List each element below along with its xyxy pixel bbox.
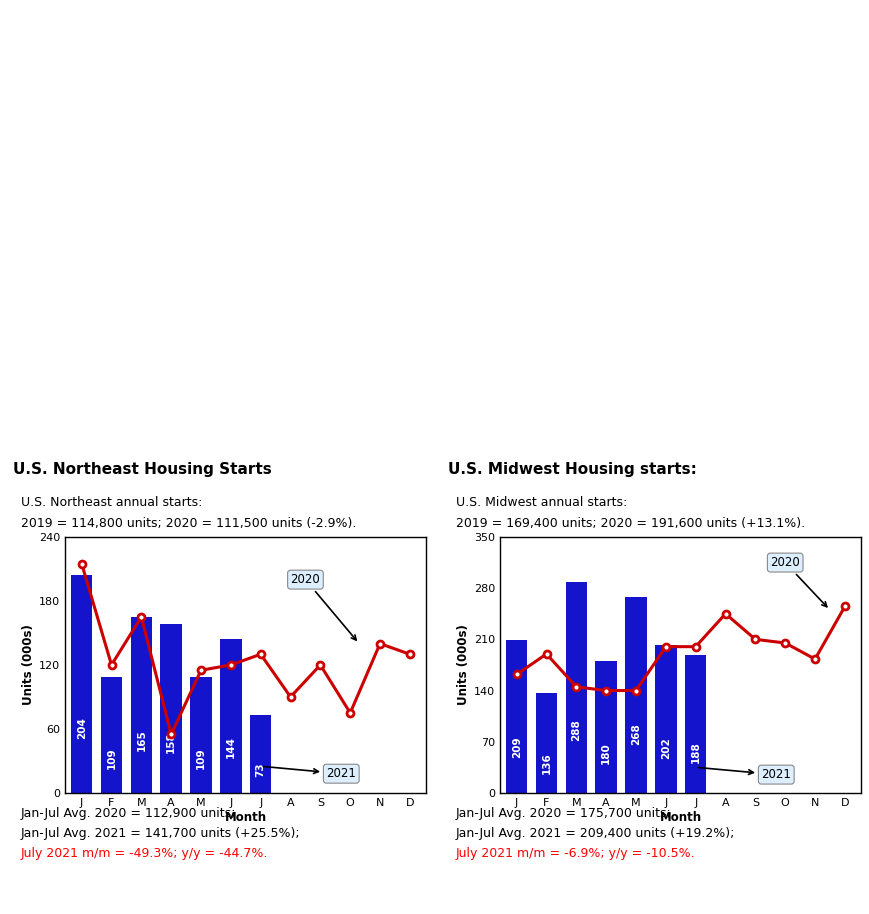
Bar [190, 676, 211, 792]
Bar [249, 715, 271, 792]
Text: 2020: 2020 [769, 556, 826, 607]
X-axis label: Month: Month [659, 811, 701, 824]
Text: 73: 73 [255, 762, 265, 777]
Text: 2021: 2021 [698, 768, 790, 781]
Text: U.S. Northeast annual starts:: U.S. Northeast annual starts: [21, 496, 202, 509]
Bar [220, 640, 242, 792]
Text: Jan-Jul Avg. 2021 = 141,700 units (+25.5%);: Jan-Jul Avg. 2021 = 141,700 units (+25.5… [21, 827, 300, 840]
Bar [71, 576, 92, 792]
X-axis label: Month: Month [224, 811, 267, 824]
Text: Jan-Jul Avg. 2020 = 112,900 units;: Jan-Jul Avg. 2020 = 112,900 units; [21, 807, 235, 821]
Text: 109: 109 [106, 748, 116, 769]
Text: 268: 268 [630, 723, 640, 745]
Bar [654, 645, 676, 792]
Text: Jan-Jul Avg. 2021 = 209,400 units (+19.2%);: Jan-Jul Avg. 2021 = 209,400 units (+19.2… [455, 827, 734, 840]
Bar [101, 676, 123, 792]
Text: 188: 188 [690, 740, 700, 762]
Text: 288: 288 [571, 718, 580, 740]
Text: July 2021 m/m = -6.9%; y/y = -10.5%.: July 2021 m/m = -6.9%; y/y = -10.5%. [455, 847, 694, 860]
Text: 202: 202 [660, 738, 670, 760]
Bar [160, 624, 182, 792]
Text: U.S. Northeast Housing Starts: U.S. Northeast Housing Starts [13, 462, 271, 477]
Text: 204: 204 [76, 717, 87, 739]
Bar [565, 582, 587, 792]
Text: 2019 = 114,800 units; 2020 = 111,500 units (-2.9%).: 2019 = 114,800 units; 2020 = 111,500 uni… [21, 517, 355, 530]
Bar [684, 655, 706, 792]
Text: 180: 180 [600, 742, 611, 764]
Bar [506, 640, 527, 792]
Text: U.S. Midwest annual starts:: U.S. Midwest annual starts: [455, 496, 627, 509]
Text: 2021: 2021 [263, 767, 355, 781]
Text: U.S. Midwest Housing starts:: U.S. Midwest Housing starts: [448, 462, 696, 477]
Y-axis label: Units (000s): Units (000s) [456, 624, 469, 706]
Text: 144: 144 [226, 736, 235, 758]
Text: 136: 136 [541, 752, 551, 774]
Text: 2020: 2020 [290, 573, 355, 640]
Bar [535, 694, 557, 792]
Bar [625, 597, 646, 792]
Text: 109: 109 [196, 748, 206, 769]
Text: Jan-Jul Avg. 2020 = 175,700 units;: Jan-Jul Avg. 2020 = 175,700 units; [455, 807, 671, 821]
Text: 209: 209 [511, 737, 521, 758]
Text: July 2021 m/m = -49.3%; y/y = -44.7%.: July 2021 m/m = -49.3%; y/y = -44.7%. [21, 847, 268, 860]
Bar [594, 662, 616, 792]
Bar [130, 617, 152, 792]
Text: 165: 165 [136, 729, 146, 751]
Text: 158: 158 [166, 731, 176, 753]
Y-axis label: Units (000s): Units (000s) [22, 624, 35, 706]
Text: 2019 = 169,400 units; 2020 = 191,600 units (+13.1%).: 2019 = 169,400 units; 2020 = 191,600 uni… [455, 517, 804, 530]
